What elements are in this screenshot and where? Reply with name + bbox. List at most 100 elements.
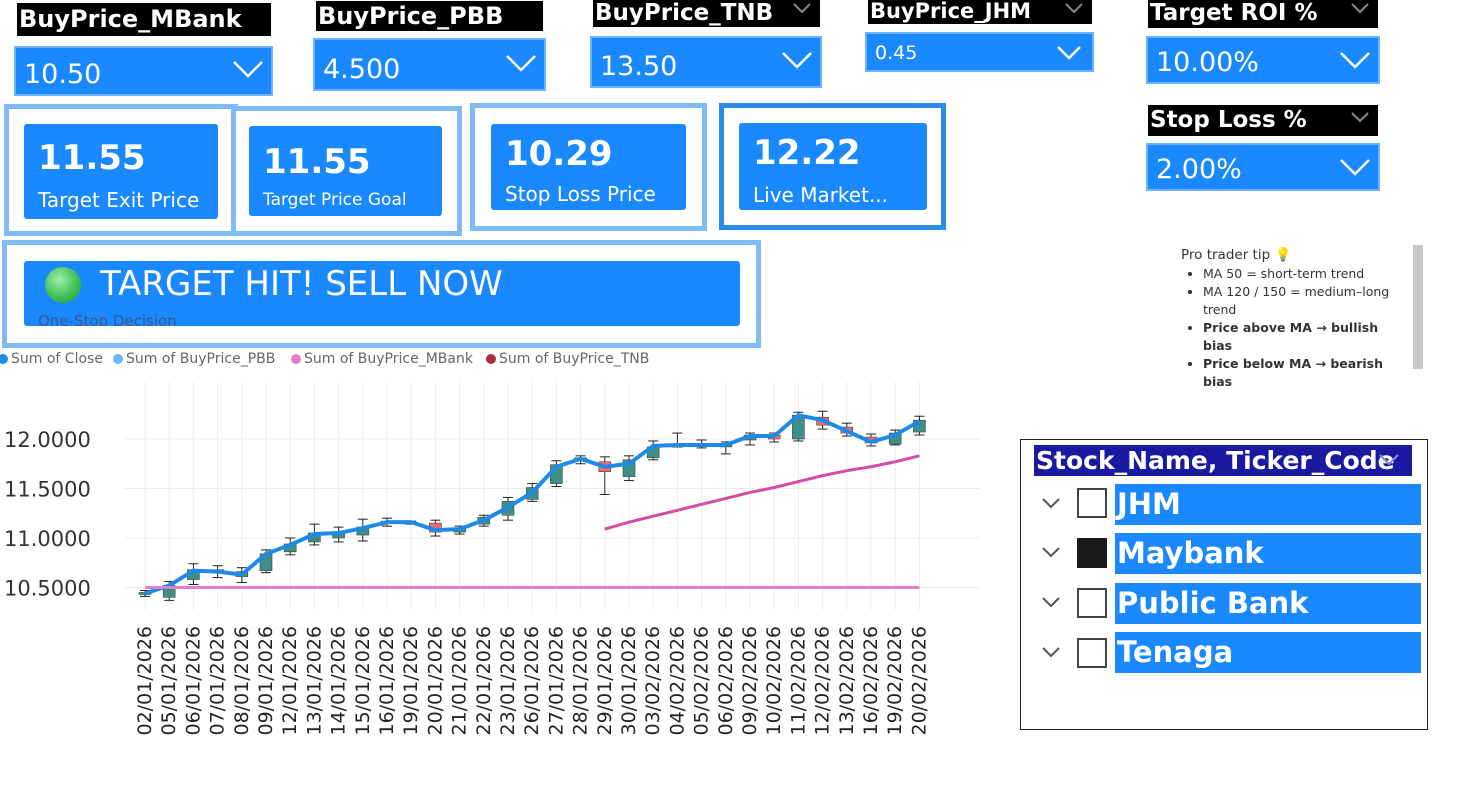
close-line [144, 413, 921, 596]
expand-chevron-icon[interactable] [1041, 546, 1061, 558]
status-dot-icon [45, 267, 81, 303]
checkbox-public-bank[interactable] [1077, 588, 1107, 618]
chevron-down-icon [233, 61, 263, 78]
stock-slicer-header-label: Stock_Name, Ticker_Code [1036, 446, 1395, 475]
x-tick-label: 10/02/2026 [763, 626, 785, 736]
chevron-down-icon [1340, 52, 1370, 69]
x-tick-label: 27/01/2026 [545, 626, 567, 736]
tip-item: Price below MA → bearish bias [1203, 355, 1411, 391]
slicer-title-jhm: BuyPrice_JHM [868, 0, 1092, 24]
x-tick-label: 16/02/2026 [860, 626, 882, 736]
legend-item[interactable]: Sum of BuyPrice_MBank [291, 351, 473, 367]
slicer-dropdown-tnb[interactable]: 13.50 [590, 36, 822, 88]
stock-item-tenaga[interactable]: Tenaga [1115, 632, 1421, 673]
legend-item[interactable]: Sum of BuyPrice_PBB [113, 351, 275, 367]
stock-item-maybank[interactable]: Maybank [1115, 533, 1421, 574]
ma-line [604, 454, 920, 531]
chevron-down-icon [782, 52, 812, 69]
expand-chevron-icon[interactable] [1041, 596, 1061, 608]
x-tick-label: 05/01/2026 [158, 626, 180, 736]
x-tick-label: 14/01/2026 [328, 626, 350, 736]
slicer-dropdown-jhm[interactable]: 0.45 [865, 32, 1094, 72]
expand-chevron-icon[interactable] [1041, 497, 1061, 509]
checkbox-tenaga[interactable] [1077, 638, 1107, 668]
chevron-down-icon [506, 55, 536, 72]
x-tick-label: 16/01/2026 [376, 626, 398, 736]
x-tick-label: 03/02/2026 [642, 626, 664, 736]
slicer-title-pbb: BuyPrice_PBB [316, 1, 543, 31]
chevron-down-icon [1340, 159, 1370, 176]
slicer-title-tnb: BuyPrice_TNB [593, 0, 820, 27]
legend-dot-icon [486, 354, 496, 364]
kpi-card-target-price-goal: 11.55 Target Price Goal [249, 126, 442, 216]
x-tick-label: 05/02/2026 [691, 626, 713, 736]
x-tick-label: 30/01/2026 [618, 626, 640, 736]
x-tick-label: 09/02/2026 [739, 626, 761, 736]
x-tick-label: 09/01/2026 [255, 626, 277, 736]
slicer-value-roi: 10.00% [1156, 47, 1259, 78]
tip-item: MA 50 = short-term trend [1203, 265, 1411, 283]
slicer-title-stoploss: Stop Loss % [1148, 105, 1378, 136]
tip-item: MA 120 / 150 = medium–long trend [1203, 283, 1411, 319]
slicer-dropdown-pbb[interactable]: 4.500 [313, 38, 546, 91]
kpi-label: Target Price Goal [263, 190, 407, 210]
slicer-dropdown-mbank[interactable]: 10.50 [14, 46, 273, 96]
kpi-value: 12.22 [753, 133, 861, 173]
chevron-down-icon[interactable] [792, 2, 812, 14]
y-tick-label: 11.5000 [4, 478, 91, 502]
slicer-value-stoploss: 2.00% [1156, 154, 1242, 185]
slicer-value-pbb: 4.500 [323, 54, 401, 85]
kpi-label: Live Market... [753, 183, 889, 207]
slicer-dropdown-stoploss[interactable]: 2.00% [1146, 143, 1380, 191]
x-tick-label: 11/02/2026 [787, 626, 809, 736]
slicer-title-stoploss-label: Stop Loss % [1150, 107, 1307, 133]
kpi-card-target-exit-price: 11.55 Target Exit Price [24, 124, 218, 219]
slicer-dropdown-roi[interactable]: 10.00% [1146, 36, 1380, 84]
chevron-down-icon[interactable] [1378, 453, 1400, 466]
stock-slicer-header: Stock_Name, Ticker_Code [1034, 445, 1412, 476]
tip-list: MA 50 = short-term trend MA 120 / 150 = … [1181, 265, 1411, 391]
slicer-title-mbank: BuyPrice_MBank [17, 3, 271, 36]
legend-label: Sum of BuyPrice_MBank [304, 351, 473, 367]
pro-trader-tip: Pro trader tip 💡 MA 50 = short-term tren… [1181, 247, 1411, 391]
x-tick-label: 28/01/2026 [570, 626, 592, 736]
x-tick-label: 12/02/2026 [812, 626, 834, 736]
x-tick-label: 15/01/2026 [352, 626, 374, 736]
signal-text: TARGET HIT! SELL NOW [100, 264, 503, 304]
x-tick-label: 29/01/2026 [594, 626, 616, 736]
legend-dot-icon [113, 354, 123, 364]
slicer-value-mbank: 10.50 [24, 59, 102, 90]
scrollbar[interactable] [1413, 245, 1423, 369]
y-tick-label: 11.0000 [4, 527, 91, 551]
legend-label: Sum of BuyPrice_TNB [499, 351, 650, 367]
checkbox-jhm[interactable] [1077, 488, 1107, 518]
x-tick-label: 02/01/2026 [134, 626, 156, 736]
slicer-title-tnb-label: BuyPrice_TNB [595, 0, 774, 26]
slicer-title-roi-label: Target ROI % [1150, 0, 1318, 26]
x-tick-label: 04/02/2026 [666, 626, 688, 736]
stock-item-public-bank[interactable]: Public Bank [1115, 583, 1421, 624]
stock-item-jhm[interactable]: JHM [1115, 484, 1421, 525]
slicer-value-tnb: 13.50 [600, 51, 678, 82]
x-tick-label: 20/02/2026 [908, 626, 930, 736]
kpi-value: 11.55 [38, 138, 146, 178]
chevron-down-icon[interactable] [1350, 2, 1370, 14]
chevron-down-icon[interactable] [1064, 2, 1084, 14]
legend-dot-icon [0, 354, 8, 364]
x-tick-label: 21/01/2026 [449, 626, 471, 736]
x-tick-label: 20/01/2026 [424, 626, 446, 736]
chevron-down-icon[interactable] [1350, 111, 1370, 123]
y-tick-label: 10.5000 [4, 577, 91, 601]
legend-label: Sum of BuyPrice_PBB [126, 351, 276, 367]
legend-item[interactable]: Sum of BuyPrice_TNB [486, 351, 649, 367]
expand-chevron-icon[interactable] [1041, 646, 1061, 658]
x-tick-label: 19/01/2026 [400, 626, 422, 736]
kpi-label: Stop Loss Price [505, 182, 656, 206]
x-tick-label: 23/01/2026 [497, 626, 519, 736]
chevron-down-icon [1057, 46, 1081, 60]
legend-item[interactable]: Sum of Close [0, 351, 103, 367]
signal-banner: TARGET HIT! SELL NOW One-Stop Decision [24, 261, 740, 326]
y-tick-label: 12.0000 [4, 428, 91, 452]
checkbox-maybank[interactable] [1077, 538, 1107, 568]
